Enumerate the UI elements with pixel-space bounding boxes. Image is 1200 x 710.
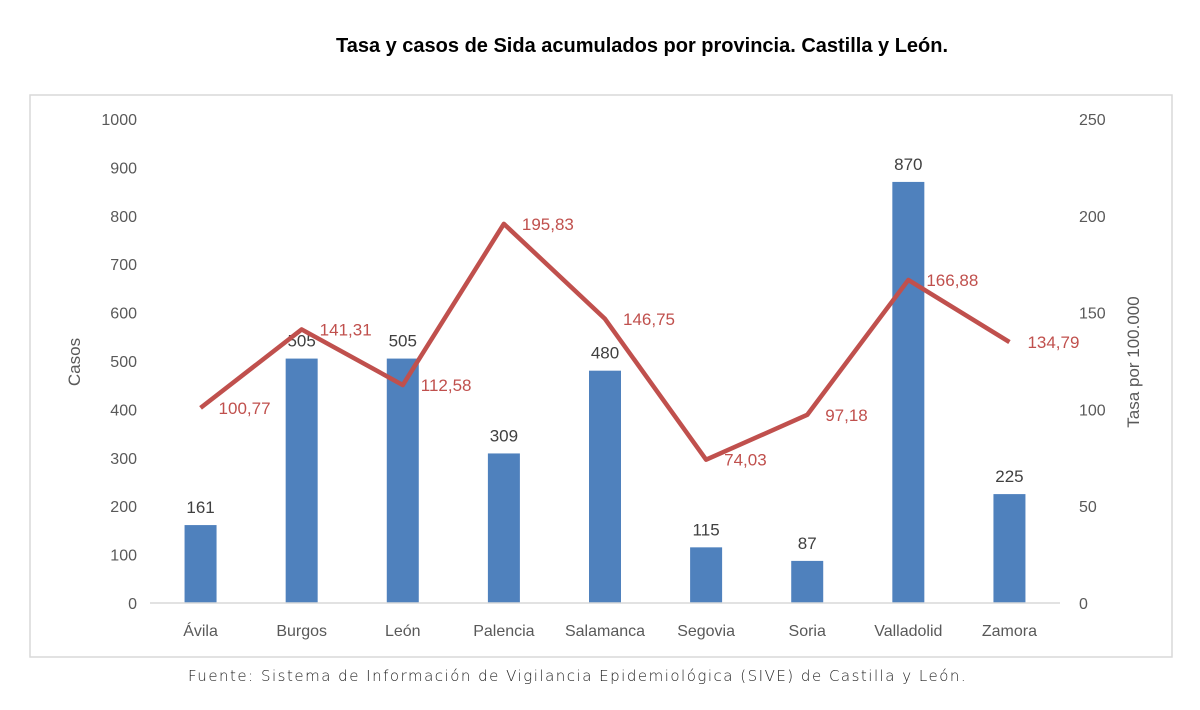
line-data-label: 134,79 (1027, 333, 1079, 352)
y-tick-left: 300 (110, 451, 137, 468)
bar (791, 561, 823, 603)
line-data-label: 74,03 (724, 451, 767, 470)
bar-data-label: 225 (995, 467, 1023, 486)
line-data-label: 195,83 (522, 215, 574, 234)
bar (993, 494, 1025, 603)
bar (387, 359, 419, 603)
bar-data-label: 161 (186, 498, 214, 517)
bar-data-label: 505 (389, 332, 417, 351)
bar (589, 371, 621, 603)
x-tick-label: Ávila (183, 621, 218, 640)
y-tick-left: 0 (128, 596, 137, 613)
line-data-label: 100,77 (219, 399, 271, 418)
bar-data-label: 115 (693, 520, 720, 539)
bar-data-label: 870 (894, 155, 922, 174)
y-tick-left: 500 (110, 354, 137, 371)
y-tick-right: 200 (1079, 209, 1106, 226)
x-tick-label: Valladolid (874, 623, 942, 640)
x-tick-label: Palencia (473, 623, 534, 640)
x-tick-label: Zamora (982, 623, 1037, 640)
line-data-label: 141,31 (320, 320, 372, 339)
bar (286, 359, 318, 603)
x-tick-label: Segovia (677, 623, 735, 640)
y-tick-right: 0 (1079, 596, 1088, 613)
bar (690, 547, 722, 603)
chart-title: Tasa y casos de Sida acumulados por prov… (336, 35, 948, 57)
bar-data-label: 87 (798, 534, 817, 553)
y-tick-left: 100 (110, 548, 137, 565)
x-tick-label: Burgos (276, 623, 327, 640)
y-tick-right: 150 (1079, 306, 1106, 323)
line-data-label: 112,58 (421, 376, 472, 395)
y-tick-left: 1000 (101, 112, 137, 129)
x-tick-label: Soria (789, 623, 826, 640)
x-tick-label: Salamanca (565, 623, 645, 640)
y-tick-left: 900 (110, 160, 137, 177)
y-tick-left: 800 (110, 209, 137, 226)
y-tick-left: 200 (110, 499, 137, 516)
bar (892, 182, 924, 603)
bar (185, 525, 217, 603)
bar-data-label: 309 (490, 426, 518, 445)
x-tick-label: León (385, 623, 421, 640)
y-tick-right: 100 (1079, 402, 1106, 419)
bar (488, 453, 520, 603)
line-data-label: 146,75 (623, 310, 675, 329)
line-data-label: 166,88 (926, 271, 978, 290)
line-data-label: 97,18 (825, 406, 868, 425)
y-axis-label-left: Casos (65, 338, 84, 386)
y-tick-left: 600 (110, 306, 137, 323)
source-note: Fuente: Sistema de Información de Vigila… (188, 667, 967, 685)
y-tick-left: 400 (110, 402, 137, 419)
y-axis-label-right: Tasa por 100.000 (1124, 296, 1143, 427)
y-tick-right: 50 (1079, 499, 1097, 516)
bar-data-label: 480 (591, 344, 619, 363)
y-tick-left: 700 (110, 257, 137, 274)
y-tick-right: 250 (1079, 112, 1106, 129)
